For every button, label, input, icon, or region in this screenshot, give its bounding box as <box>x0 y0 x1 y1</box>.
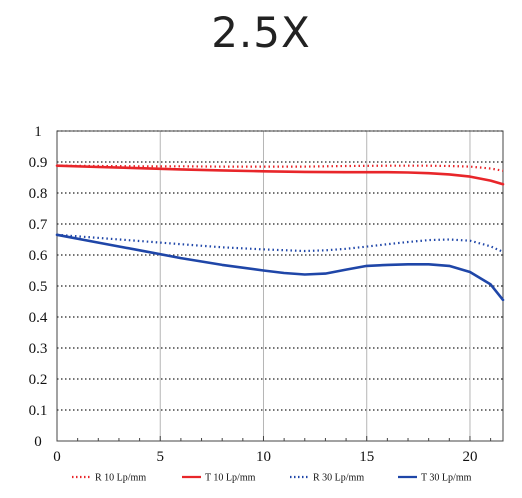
series-line-3 <box>56 233 504 253</box>
legend-label-4: T 30 Lp/mm <box>421 473 472 484</box>
x-tick-label: 10 <box>256 449 271 465</box>
legend-label-3: R 30 Lp/mm <box>313 473 364 484</box>
x-tick-label: 20 <box>462 449 477 465</box>
series-line-4 <box>55 233 505 302</box>
y-tick-label: 0.3 <box>29 341 48 357</box>
chart-title: 2.5X <box>211 8 311 57</box>
y-tick-label: 0.8 <box>29 186 48 202</box>
series-line-2 <box>55 164 505 186</box>
y-tick-label: 0.6 <box>29 248 48 264</box>
legend-label-2: T 10 Lp/mm <box>205 473 256 484</box>
series-line-1 <box>56 164 504 172</box>
axis-layer: 00.10.20.30.40.50.60.70.80.910 5 10 15 20 <box>29 124 504 465</box>
y-tick-label: 0 <box>34 434 42 450</box>
y-tick-label: 0.5 <box>29 279 48 295</box>
y-tick-label: 0.9 <box>29 155 48 171</box>
y-tick-label: 1 <box>34 124 42 140</box>
series-layer <box>55 164 505 302</box>
y-tick-label: 0.2 <box>29 372 48 388</box>
legend-label-1: R 10 Lp/mm <box>95 473 146 484</box>
y-tick-label: 0.7 <box>29 217 48 233</box>
legend: R 10 Lp/mm T 10 Lp/mm R 30 Lp/mm T 30 Lp/mm <box>72 473 472 484</box>
plot-frame <box>56 130 504 442</box>
x-tick-label: 0 <box>53 449 61 465</box>
y-tick-label: 0.1 <box>29 403 48 419</box>
x-tick-label: 5 <box>156 449 164 465</box>
y-tick-label: 0.4 <box>29 310 48 326</box>
x-tick-label: 15 <box>359 449 374 465</box>
grid-layer <box>57 130 503 441</box>
